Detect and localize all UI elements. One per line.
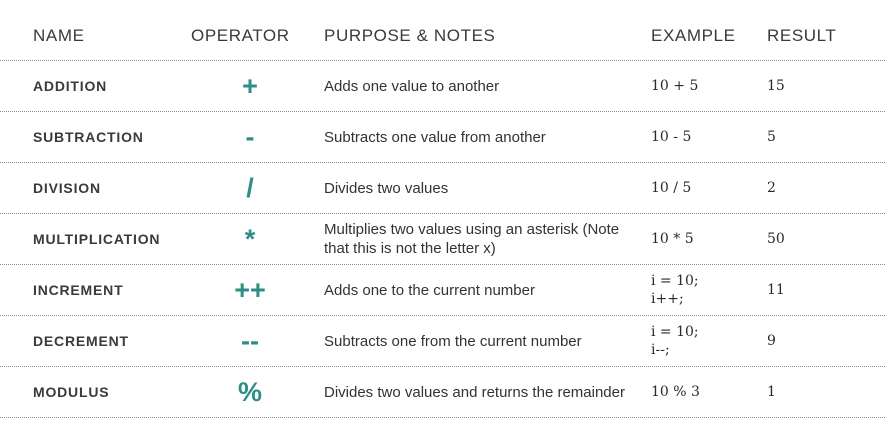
operator-result: 2 [767,180,776,196]
operator-purpose: Subtracts one value from another [324,128,546,146]
table-row: DIVISION / Divides two values 10 / 5 2 [0,163,885,214]
operator-purpose: Divides two values and returns the remai… [324,383,625,401]
header-purpose: PURPOSE & NOTES [324,26,496,45]
operator-name: MULTIPLICATION [33,231,161,247]
operator-result: 9 [767,333,776,349]
table-row: SUBTRACTION - Subtracts one value from a… [0,112,885,163]
operator-symbol: ++ [234,274,266,305]
header-name: NAME [33,26,85,45]
table-header: NAME OPERATOR PURPOSE & NOTES EXAMPLE RE… [0,0,885,61]
operator-purpose: Subtracts one from the current number [324,332,582,350]
operator-name: ADDITION [33,78,108,94]
operator-purpose: Multiplies two values using an asterisk … [324,221,620,257]
table-row: ADDITION + Adds one value to another 10 … [0,61,885,112]
operator-purpose: Adds one value to another [324,77,500,95]
operator-example: i = 10; i--; [651,324,699,358]
operator-example: 10 - 5 [651,129,692,145]
table-row: DECREMENT -- Subtracts one from the curr… [0,316,885,367]
operator-symbol: * [244,223,256,254]
table-row: MULTIPLICATION * Multiplies two values u… [0,214,885,265]
operator-example: 10 % 3 [651,384,700,400]
header-example: EXAMPLE [651,26,736,45]
operator-purpose: Adds one to the current number [324,281,535,299]
operator-result: 5 [767,129,776,145]
header-operator: OPERATOR [191,26,290,45]
operator-purpose: Divides two values [324,179,449,197]
operator-name: INCREMENT [33,282,124,298]
operator-symbol: - [245,121,255,152]
operator-symbol: + [242,70,258,101]
operator-name: DECREMENT [33,333,129,349]
operator-result: 50 [767,231,785,247]
header-result: RESULT [767,26,837,45]
operator-name: MODULUS [33,384,110,400]
operator-example: 10 + 5 [651,78,699,94]
operator-name: DIVISION [33,180,101,196]
operator-result: 1 [767,384,776,400]
operator-example: 10 * 5 [651,231,694,247]
operator-symbol: -- [241,325,259,356]
table-row: INCREMENT ++ Adds one to the current num… [0,265,885,316]
operator-result: 15 [767,78,785,94]
operator-result: 11 [767,282,785,298]
operator-example: 10 / 5 [651,180,692,196]
operator-symbol: % [237,376,262,407]
operator-name: SUBTRACTION [33,129,144,145]
operator-example: i = 10; i++; [651,273,699,307]
operator-symbol: / [246,172,254,203]
table-row: MODULUS % Divides two values and returns… [0,367,885,418]
